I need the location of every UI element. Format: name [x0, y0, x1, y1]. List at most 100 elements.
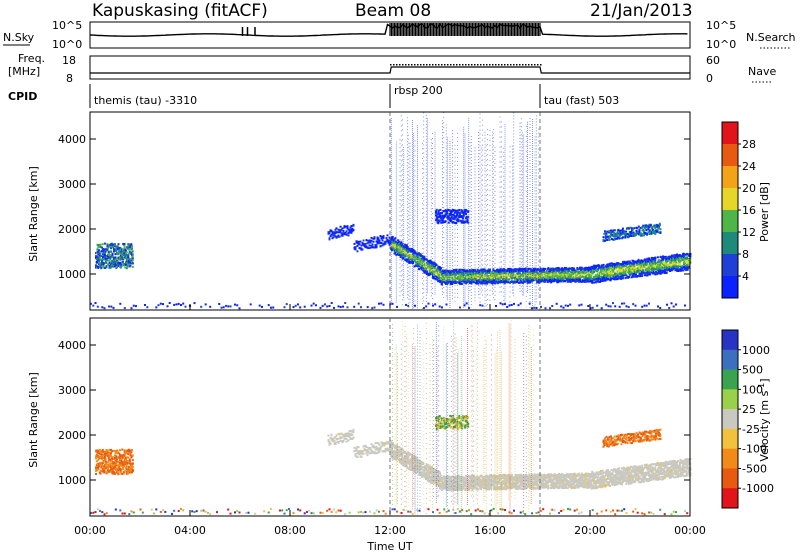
- power-content-cell-2490: [631, 264, 634, 267]
- power-content-cell-3439: [110, 250, 112, 253]
- power-content-cell-3625: [127, 254, 130, 257]
- power-content-cell-4222: [627, 306, 630, 309]
- power-content-cell-2137: [597, 267, 600, 270]
- power-content-cell-2575: [640, 260, 643, 263]
- power-content-cell-1915: [575, 280, 578, 283]
- power-content-cell-4227: [645, 304, 648, 307]
- power-content-cell-4173: [438, 305, 441, 308]
- power-content-cell-2360: [619, 266, 622, 269]
- power-content-cell-1410: [526, 270, 529, 273]
- power-content-cell-3589: [124, 266, 127, 269]
- power-content-cell-1241: [509, 268, 512, 271]
- power-content-cell-2037: [587, 266, 590, 269]
- power-content-cell-718: [459, 281, 462, 284]
- power-content-cell-3424: [108, 264, 111, 267]
- power-content-cell-2270: [610, 267, 613, 270]
- power-content-cell-4159: [378, 302, 380, 305]
- power-content-cell-2190: [602, 263, 605, 266]
- power-content-cell-3363: [102, 265, 105, 268]
- power-content-cell-2344: [617, 274, 620, 277]
- power-content-cell-2829: [664, 255, 667, 258]
- power-content-cell-2644: [646, 274, 649, 277]
- power-content-cell-2975: [678, 254, 681, 257]
- power-content-cell-2487: [631, 274, 634, 277]
- power-content-cell-1524: [537, 273, 540, 276]
- power-content-cell-3906: [616, 237, 618, 240]
- vel-content-cell-416: [430, 472, 433, 475]
- nave-label: Nave: [748, 65, 776, 78]
- power-content-cell-883: [475, 270, 478, 273]
- power-content-cell-4210: [591, 306, 594, 309]
- power-content-cell-2365: [619, 268, 622, 271]
- nave-dot-1248: [402, 64, 404, 66]
- power-content-cell-3218: [370, 236, 373, 239]
- power-content-cell-4152: [346, 306, 349, 309]
- power-content-cell-3811: [459, 216, 462, 219]
- power-content-cell-3707: [440, 221, 443, 224]
- nsky-line: [89, 23, 688, 37]
- power-content-cell-4072: [657, 224, 660, 227]
- power-content-cell-3877: [608, 239, 611, 241]
- power-content-cell-2499: [632, 275, 635, 278]
- power-content-cell-1876: [572, 269, 574, 271]
- power-content-cell-4125: [249, 303, 252, 306]
- power-content-cell-3140: [344, 232, 347, 234]
- power-content-cell-2748: [656, 256, 659, 259]
- vel-content-cell-439: [432, 469, 434, 472]
- vel-content-cell-38: [393, 444, 396, 447]
- nsearch-tick-top: 10^5: [706, 19, 736, 32]
- power-content-cell-3273: [389, 242, 392, 245]
- power-content-cell-3401: [106, 259, 109, 262]
- power-content-cell-89: [397, 246, 400, 249]
- power-content-cell-3346: [101, 250, 103, 253]
- power-content-cell-1122: [498, 275, 501, 278]
- power-content-cell-2692: [651, 266, 654, 268]
- power-content-cell-3428: [109, 257, 112, 260]
- power-content-cell-3996: [638, 230, 641, 233]
- power-content-cell-3777: [453, 218, 456, 221]
- power-content-cell-71: [396, 250, 399, 253]
- power-content-cell-2822: [663, 270, 666, 273]
- station-title: Kapuskasing (fitACF): [92, 1, 268, 21]
- nave-dot-1488: [462, 64, 464, 66]
- power-content-cell-2501: [632, 260, 635, 262]
- power-content-cell-2847: [666, 259, 669, 262]
- power-content-cell-2172: [600, 280, 603, 283]
- power-content-cell-2639: [646, 262, 649, 265]
- power-content-cell-720: [460, 276, 462, 279]
- power-content-cell-697: [457, 275, 460, 278]
- power-content-cell-3152: [348, 231, 351, 234]
- power-content-cell-4051: [652, 232, 654, 234]
- power-content-cell-3580: [123, 247, 126, 250]
- power-content-cell-4133: [292, 306, 295, 309]
- power-content-cell-3248: [380, 242, 383, 244]
- power-content-cell-3379: [104, 267, 106, 269]
- power-content-cell-2389: [621, 263, 624, 266]
- power-content-cell-4233: [670, 302, 673, 305]
- power-content-cell-3470: [113, 259, 115, 262]
- power-content-cell-2539: [636, 259, 639, 262]
- power-content-cell-2717: [653, 268, 656, 271]
- power-content-cell-4112: [193, 302, 196, 305]
- power-content-cell-4170: [427, 302, 430, 305]
- power-content-cell-3295: [96, 248, 99, 251]
- power-content-cell-4036: [648, 226, 651, 229]
- power-content-cell-3441: [110, 266, 112, 269]
- power-content-cell-1321: [517, 275, 520, 278]
- power-content-cell-3763: [450, 213, 453, 216]
- nave-dot-1776: [534, 64, 536, 66]
- nave-dot-1608: [492, 64, 494, 66]
- nave-dot-1236: [399, 64, 401, 66]
- power-content-cell-1133: [499, 278, 502, 281]
- power-content-cell-862: [473, 276, 476, 279]
- power-content-cell-2306: [614, 274, 616, 277]
- power-content-cell-344: [423, 258, 426, 261]
- power-content-cell-291: [418, 268, 420, 271]
- power-content-cell-3783: [454, 210, 457, 213]
- power-content-cell-1580: [543, 269, 546, 272]
- power-content-cell-3306: [97, 244, 100, 246]
- power-content-cell-3109: [334, 235, 337, 238]
- power-content-cell-3778: [453, 221, 456, 224]
- power-content-cell-391: [427, 262, 430, 265]
- power-content-cell-2410: [623, 268, 626, 271]
